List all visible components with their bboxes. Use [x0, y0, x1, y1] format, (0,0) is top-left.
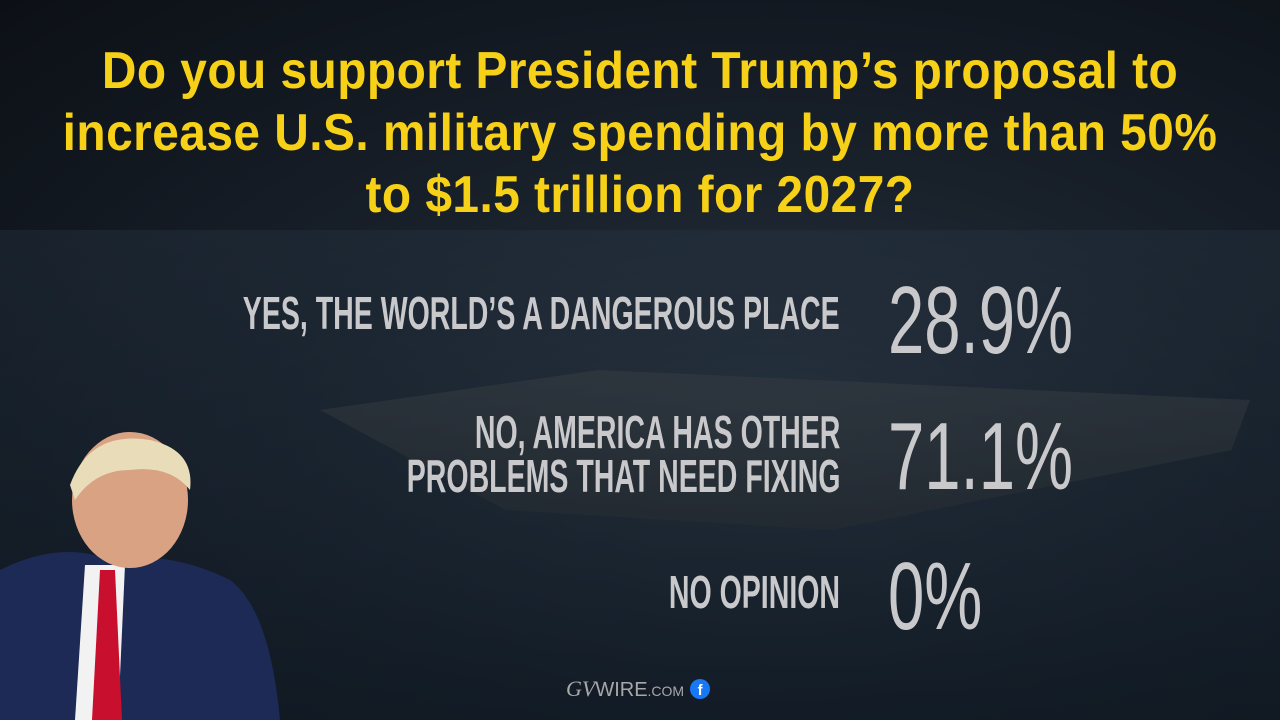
person-photo — [0, 432, 280, 720]
logo-com: .COM — [647, 683, 685, 699]
label-line: problems that need fixing — [406, 450, 840, 502]
option-no-opinion-value: 0% — [888, 543, 983, 650]
option-no-label: No, America has other problems that need… — [406, 406, 840, 502]
poll-question: Do you support President Trump’s proposa… — [62, 42, 1218, 224]
option-no-value: 71.1% — [888, 403, 1074, 510]
gvwire-logo: GVWIRE.COM f — [566, 676, 711, 702]
option-yes-label: Yes, the world’s a dangerous place — [243, 287, 840, 339]
logo-gv: GV — [566, 676, 596, 701]
option-yes-value: 28.9% — [888, 267, 1074, 374]
logo-wire: WIRE — [595, 679, 648, 701]
label-line: No opinion — [668, 566, 840, 618]
facebook-icon: f — [690, 679, 711, 699]
label-line: Yes, the world’s a dangerous place — [243, 287, 840, 339]
option-no-opinion-label: No opinion — [668, 566, 840, 618]
label-line: No, America has other — [474, 406, 840, 458]
